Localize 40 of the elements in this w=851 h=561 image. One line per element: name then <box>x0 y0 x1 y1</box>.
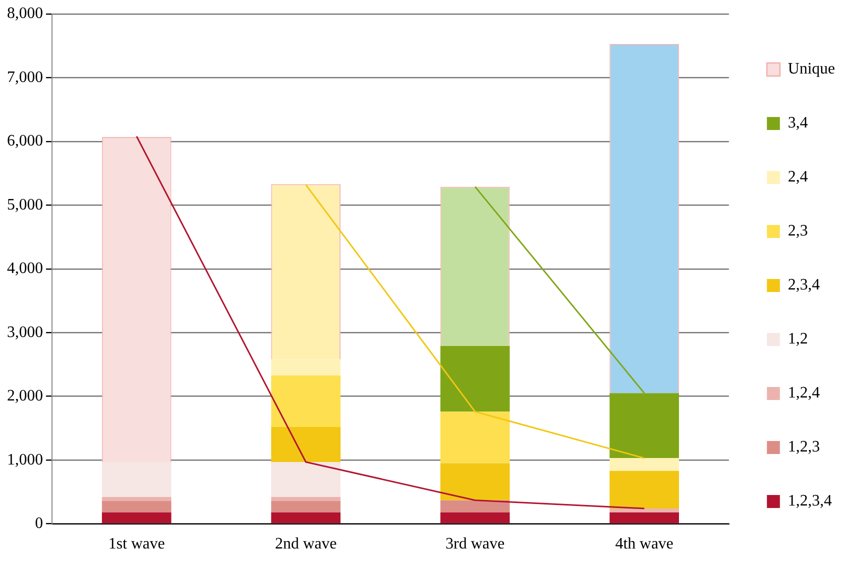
y-tick-label: 3,000 <box>7 324 43 341</box>
y-tick-label: 4,000 <box>7 260 43 278</box>
y-tick-label: 5,000 <box>7 196 43 214</box>
x-tick-label: 2nd wave <box>274 536 337 553</box>
y-tick-label: 0 <box>35 515 43 532</box>
bar <box>440 346 510 412</box>
bar <box>102 497 172 501</box>
bar <box>271 500 341 512</box>
bar <box>271 375 341 427</box>
bar <box>610 512 679 524</box>
y-tick-label: 6,000 <box>7 132 43 150</box>
legend-label: 1,2,3,4 <box>788 492 832 510</box>
bar <box>440 512 510 524</box>
legend-label: 1,2 <box>788 330 808 348</box>
bar <box>271 497 341 501</box>
legend-label: Unique <box>788 60 836 78</box>
bar <box>271 512 341 524</box>
legend-label: 1,2,3 <box>788 438 820 456</box>
x-tick-label: 3rd wave <box>446 536 505 553</box>
bar <box>610 470 679 509</box>
x-tick-label: 4th wave <box>615 536 674 553</box>
bar <box>102 512 172 524</box>
bar <box>440 412 510 464</box>
legend-label: 1,2,4 <box>788 384 820 402</box>
bar <box>102 500 172 512</box>
legend-label: 2,3,4 <box>788 276 820 294</box>
bar <box>610 508 679 512</box>
bar <box>440 500 510 512</box>
bar <box>610 458 679 471</box>
legend-label: 3,4 <box>788 114 808 132</box>
bar <box>271 426 341 462</box>
x-tick-label: 1st wave <box>108 536 165 553</box>
y-tick-label: 8,000 <box>7 5 43 22</box>
y-tick-label: 7,000 <box>7 68 43 86</box>
y-tick-label: 1,000 <box>7 451 43 468</box>
bar <box>271 462 341 498</box>
bar <box>440 463 510 500</box>
legend-label: 2,3 <box>788 222 808 240</box>
y-tick-label: 2,000 <box>7 388 43 405</box>
legend-label: 2,4 <box>788 168 808 186</box>
